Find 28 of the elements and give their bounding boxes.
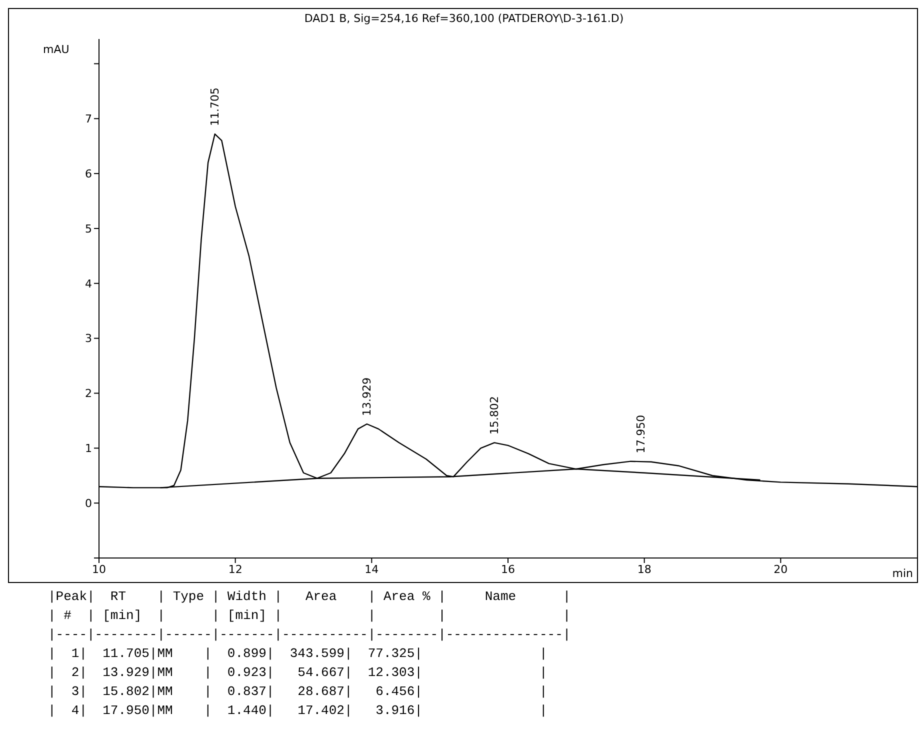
y-tick-label: 1 xyxy=(85,442,92,456)
x-tick-label: 16 xyxy=(501,562,515,576)
y-axis-title: mAU xyxy=(43,43,70,56)
annotation: 11.705 xyxy=(208,88,222,126)
text: |Peak| RT | Type | Width | Area | Area % | Name | xyxy=(48,588,572,606)
text: | 2| 13.929|MM | 0.923| 54.667| 12.303| | xyxy=(48,664,548,682)
x-tick-label: 14 xyxy=(364,562,379,576)
x-tick-label: 20 xyxy=(774,562,788,576)
y-tick-label: 3 xyxy=(85,332,92,346)
y-tick-label: 0 xyxy=(85,496,92,510)
text: | 4| 17.950|MM | 1.440| 17.402| 3.916| | xyxy=(48,702,548,720)
y-tick-label: 7 xyxy=(85,112,92,126)
text: | # | [min] | | [min] | | | | xyxy=(48,607,572,625)
text: | 3| 15.802|MM | 0.837| 28.687| 6.456| | xyxy=(48,683,548,701)
y-tick-label: 4 xyxy=(85,277,92,290)
annotation: 15.802 xyxy=(488,396,502,435)
x-tick-label: 18 xyxy=(637,562,652,576)
text: |----|--------|------|-------|-----------|--------|---------------| xyxy=(48,626,572,644)
x-tick-label: 10 xyxy=(92,562,106,576)
chart-title: DAD1 B, Sig=254,16 Ref=360,100 (PATDEROY\D-3-161.D) xyxy=(303,12,625,25)
annotation: 17.950 xyxy=(634,414,648,454)
annotation: 13.929 xyxy=(360,377,374,416)
y-tick-label: 2 xyxy=(85,387,92,400)
x-axis-title: min xyxy=(892,567,913,580)
text: | 1| 11.705|MM | 0.899| 343.599| 77.325| | xyxy=(48,645,548,663)
y-tick-label: 6 xyxy=(85,167,92,180)
y-tick-label: 5 xyxy=(85,222,92,236)
x-tick-label: 12 xyxy=(228,562,242,576)
